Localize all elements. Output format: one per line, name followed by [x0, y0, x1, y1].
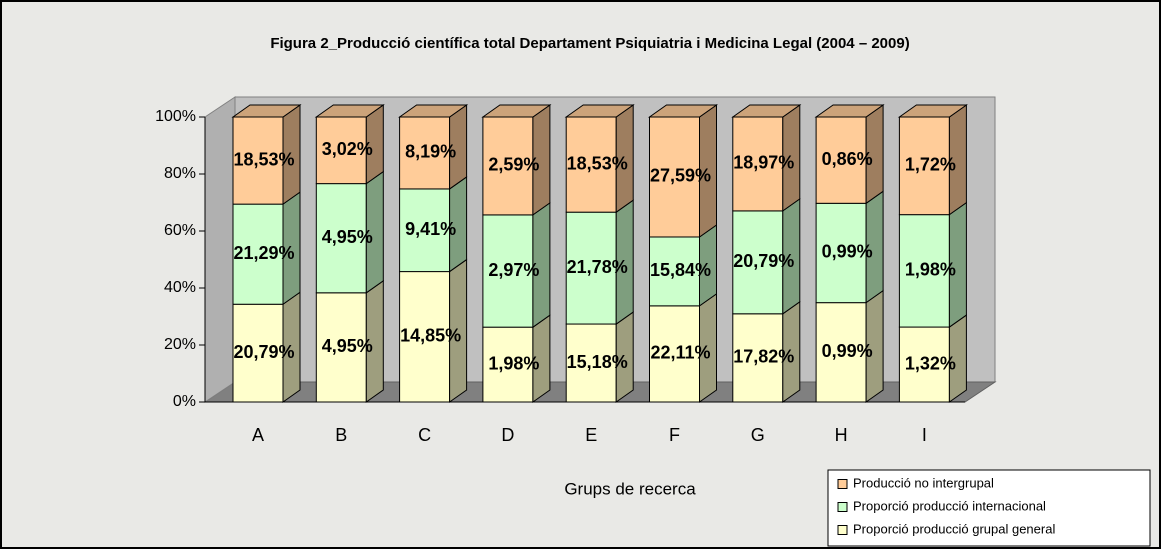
y-tick-label: 20% [164, 336, 196, 353]
data-label: 1,98% [905, 260, 956, 280]
x-tick-label: H [835, 425, 848, 445]
bar-segment [898, 116, 950, 216]
data-label: 14,85% [400, 326, 461, 346]
bar-top [731, 104, 802, 118]
bar-segment [482, 326, 534, 403]
bar-segment [815, 202, 867, 304]
legend-label: Proporció producció internacional [853, 498, 1046, 513]
y-tick-label: 40% [164, 279, 196, 296]
data-label: 27,59% [650, 166, 711, 186]
data-label: 15,18% [567, 352, 628, 372]
x-tick-label: A [252, 425, 264, 445]
bar-segment [315, 116, 367, 185]
bar-segment [649, 236, 700, 307]
x-tick-label: G [751, 425, 765, 445]
data-label: 1,98% [488, 353, 539, 373]
bar-segment [482, 214, 534, 328]
y-tick-label: 0% [173, 393, 196, 410]
y-tick-label: 100% [155, 108, 196, 125]
legend-label: Proporció producció grupal general [853, 521, 1055, 536]
bar-segment [565, 116, 617, 213]
bar-top [398, 104, 469, 118]
bar-top [647, 104, 719, 118]
bar-segment [232, 203, 284, 305]
bar-top [564, 104, 635, 118]
chart-title: Figura 2_Producció científica total Depa… [270, 35, 909, 52]
data-label: 15,84% [650, 260, 711, 280]
x-tick-label: B [335, 425, 347, 445]
bar-segment [732, 116, 784, 212]
data-label: 18,53% [233, 149, 294, 169]
side-wall [204, 96, 236, 403]
data-label: 0,99% [822, 341, 873, 361]
bar-segment [732, 210, 784, 315]
legend-swatch [837, 502, 848, 512]
data-label: 20,79% [733, 251, 794, 271]
y-tick-label: 60% [164, 222, 196, 239]
x-axis-title: Grups de recerca [564, 479, 696, 498]
data-label: 9,41% [405, 219, 456, 239]
bar-segment [399, 188, 451, 273]
data-label: 4,95% [322, 227, 373, 247]
bar-segment [815, 302, 867, 403]
data-label: 1,32% [905, 353, 956, 373]
bar-segment [315, 292, 367, 403]
legend-label: Producció no intergrupal [853, 475, 994, 490]
bar-top [481, 104, 552, 118]
bar-top [314, 104, 385, 118]
data-label: 0,86% [822, 149, 873, 169]
x-tick-label: I [922, 425, 927, 445]
bar-segment [898, 214, 950, 328]
data-label: 18,53% [567, 153, 628, 173]
bar-segment [565, 211, 617, 325]
data-label: 21,78% [567, 257, 628, 277]
data-label: 20,79% [233, 342, 294, 362]
bar-top [231, 104, 302, 118]
bar-segment [732, 313, 784, 403]
bar-top [897, 104, 968, 118]
data-label: 4,95% [322, 336, 373, 356]
data-label: 22,11% [650, 343, 710, 363]
data-label: 0,99% [822, 242, 873, 262]
data-label: 1,72% [905, 155, 956, 175]
legend-swatch [837, 479, 848, 489]
bar-segment [649, 116, 700, 238]
bar-segment [565, 323, 617, 403]
data-label: 18,97% [733, 153, 794, 173]
data-label: 2,59% [488, 155, 539, 175]
x-tick-label: D [501, 425, 514, 445]
legend-swatch [837, 525, 848, 535]
data-label: 17,82% [733, 347, 794, 367]
bar-segment [232, 116, 284, 205]
bar-top [814, 104, 885, 118]
data-label: 3,02% [322, 139, 373, 159]
bar-segment [649, 305, 700, 403]
y-tick-label: 80% [164, 165, 196, 182]
x-tick-label: E [585, 425, 597, 445]
bar-segment [399, 271, 451, 403]
bar-segment [232, 303, 284, 403]
legend [827, 469, 1151, 547]
x-tick-label: C [418, 425, 431, 445]
bar-segment [399, 116, 451, 190]
data-label: 21,29% [233, 243, 294, 263]
data-label: 8,19% [405, 142, 456, 162]
x-tick-label: F [669, 425, 680, 445]
data-label: 2,97% [488, 260, 539, 280]
